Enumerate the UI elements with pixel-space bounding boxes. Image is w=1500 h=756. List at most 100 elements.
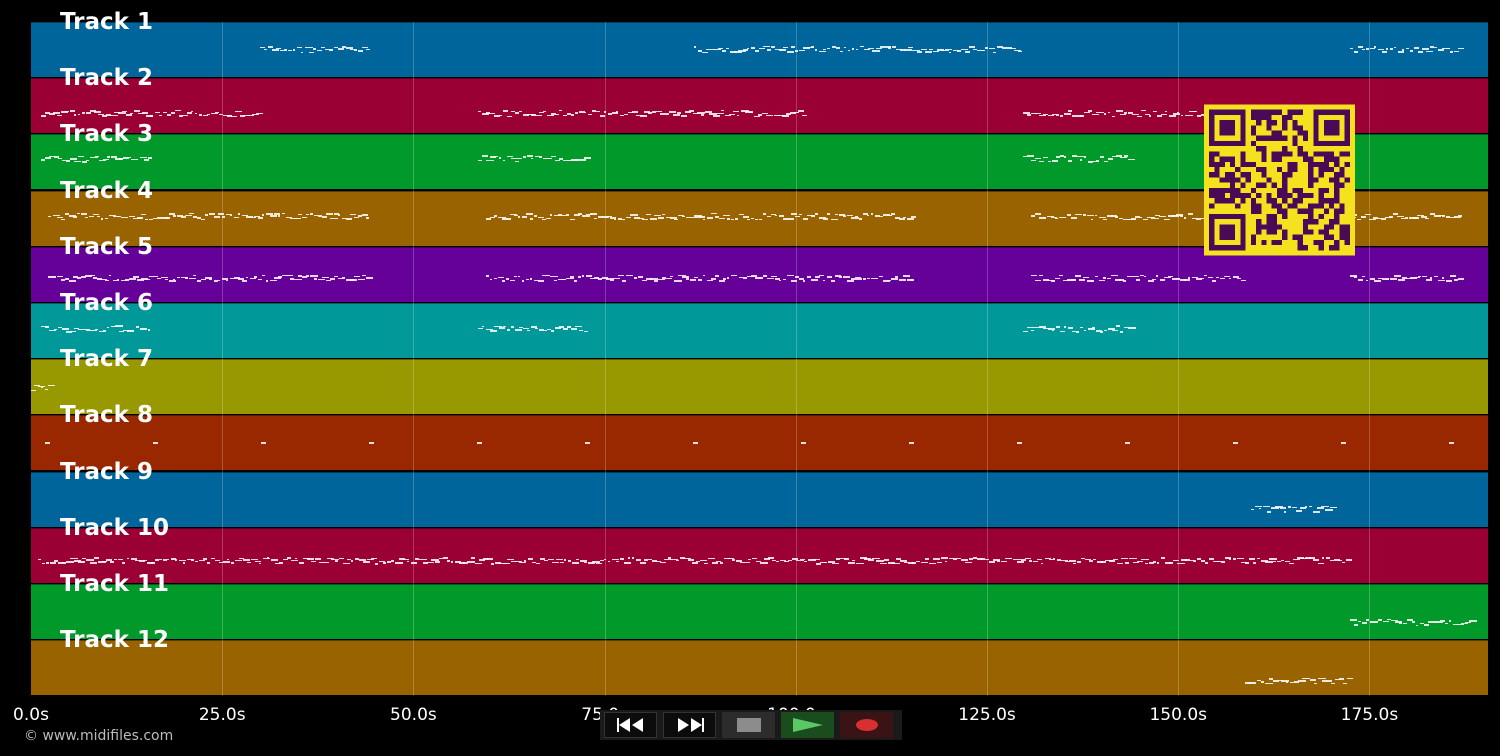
midi-note [1293, 558, 1301, 561]
midi-note [1127, 275, 1133, 278]
midi-note [780, 559, 786, 562]
midi-note [443, 557, 448, 559]
midi-note [1124, 155, 1129, 157]
midi-note [1381, 218, 1387, 220]
midi-note [1086, 214, 1094, 217]
midi-note [672, 114, 681, 116]
midi-note [708, 113, 717, 115]
track-lane[interactable] [31, 303, 1488, 358]
midi-note [611, 558, 619, 561]
midi-note [1083, 329, 1087, 332]
midi-note [1131, 275, 1139, 278]
midi-note [671, 558, 679, 561]
rewind-button[interactable] [604, 712, 657, 738]
midi-note [1172, 113, 1181, 115]
track-lane[interactable] [31, 359, 1488, 415]
track-label: Track 4 [60, 177, 153, 204]
midi-note [802, 218, 809, 220]
fast-forward-button[interactable] [663, 712, 716, 738]
midi-note [1224, 275, 1231, 278]
midi-note [1228, 277, 1232, 280]
midi-note [787, 51, 794, 53]
stop-button[interactable] [722, 712, 775, 738]
midi-note [753, 115, 761, 118]
midi-note [1060, 559, 1068, 562]
track-lane[interactable] [31, 415, 1488, 471]
midi-note [66, 561, 75, 563]
midi-note [1221, 561, 1226, 564]
midi-note [506, 155, 513, 158]
midi-note [706, 217, 714, 219]
midi-note [650, 218, 657, 220]
midi-note [530, 114, 537, 116]
midi-note [908, 562, 914, 564]
midi-note [871, 277, 877, 280]
midi-note [502, 159, 506, 162]
midi-note [726, 277, 729, 279]
midi-note [326, 279, 331, 282]
track-lane[interactable] [31, 22, 1488, 77]
midi-note [1068, 560, 1076, 562]
midi-note [501, 218, 508, 220]
track-lane[interactable] [31, 640, 1488, 696]
track-lane[interactable] [31, 471, 1488, 527]
midi-note [900, 560, 908, 562]
midi-note [1075, 155, 1084, 158]
midi-note [1361, 275, 1365, 278]
midi-note [391, 560, 394, 562]
track-lane[interactable] [31, 584, 1488, 639]
midi-note [1131, 218, 1137, 220]
midi-note [1005, 47, 1012, 49]
midi-note [674, 218, 678, 221]
midi-note [65, 331, 72, 333]
midi-note [976, 558, 982, 560]
midi-note [575, 325, 583, 328]
midi-note [912, 49, 920, 52]
midi-note [1063, 113, 1071, 115]
midi-note [490, 156, 496, 158]
midi-note [748, 558, 752, 561]
midi-note [765, 114, 772, 116]
midi-note [703, 562, 708, 565]
midi-note [173, 278, 176, 281]
midi-note [490, 330, 498, 332]
track-lane[interactable] [31, 527, 1488, 583]
midi-note [852, 559, 856, 562]
midi-note [1279, 507, 1286, 509]
midi-note [1167, 215, 1176, 217]
midi-note [134, 110, 141, 112]
midi-note [643, 559, 648, 561]
midi-note [1240, 279, 1246, 282]
midi-note [762, 213, 767, 215]
midi-note [326, 213, 333, 215]
midi-note [64, 213, 69, 215]
midi-note [298, 275, 303, 277]
midi-note [304, 46, 313, 49]
midi-note [896, 48, 902, 51]
midi-note [851, 48, 855, 50]
midi-note [57, 157, 62, 160]
track-notes [31, 416, 1488, 470]
midi-note [355, 558, 359, 560]
midi-note [583, 330, 588, 333]
midi-note [1107, 215, 1113, 217]
midi-note [235, 110, 243, 113]
midi-note [1373, 46, 1376, 48]
midi-note [875, 215, 881, 217]
midi-note [720, 562, 724, 564]
time-tick-label: 175.0s [1340, 705, 1399, 725]
midi-note [153, 275, 159, 278]
midi-note [1108, 111, 1111, 114]
play-button[interactable] [781, 712, 834, 738]
midi-note [142, 559, 147, 562]
midi-note [1330, 682, 1336, 685]
midi-note [237, 213, 240, 215]
midi-note [1204, 274, 1207, 277]
record-button[interactable] [840, 712, 893, 738]
track-lane[interactable] [31, 246, 1488, 302]
midi-note [1145, 562, 1149, 565]
midi-note [851, 217, 859, 219]
midi-note [587, 562, 596, 564]
midi-note [557, 278, 565, 281]
midi-note [1413, 47, 1419, 49]
